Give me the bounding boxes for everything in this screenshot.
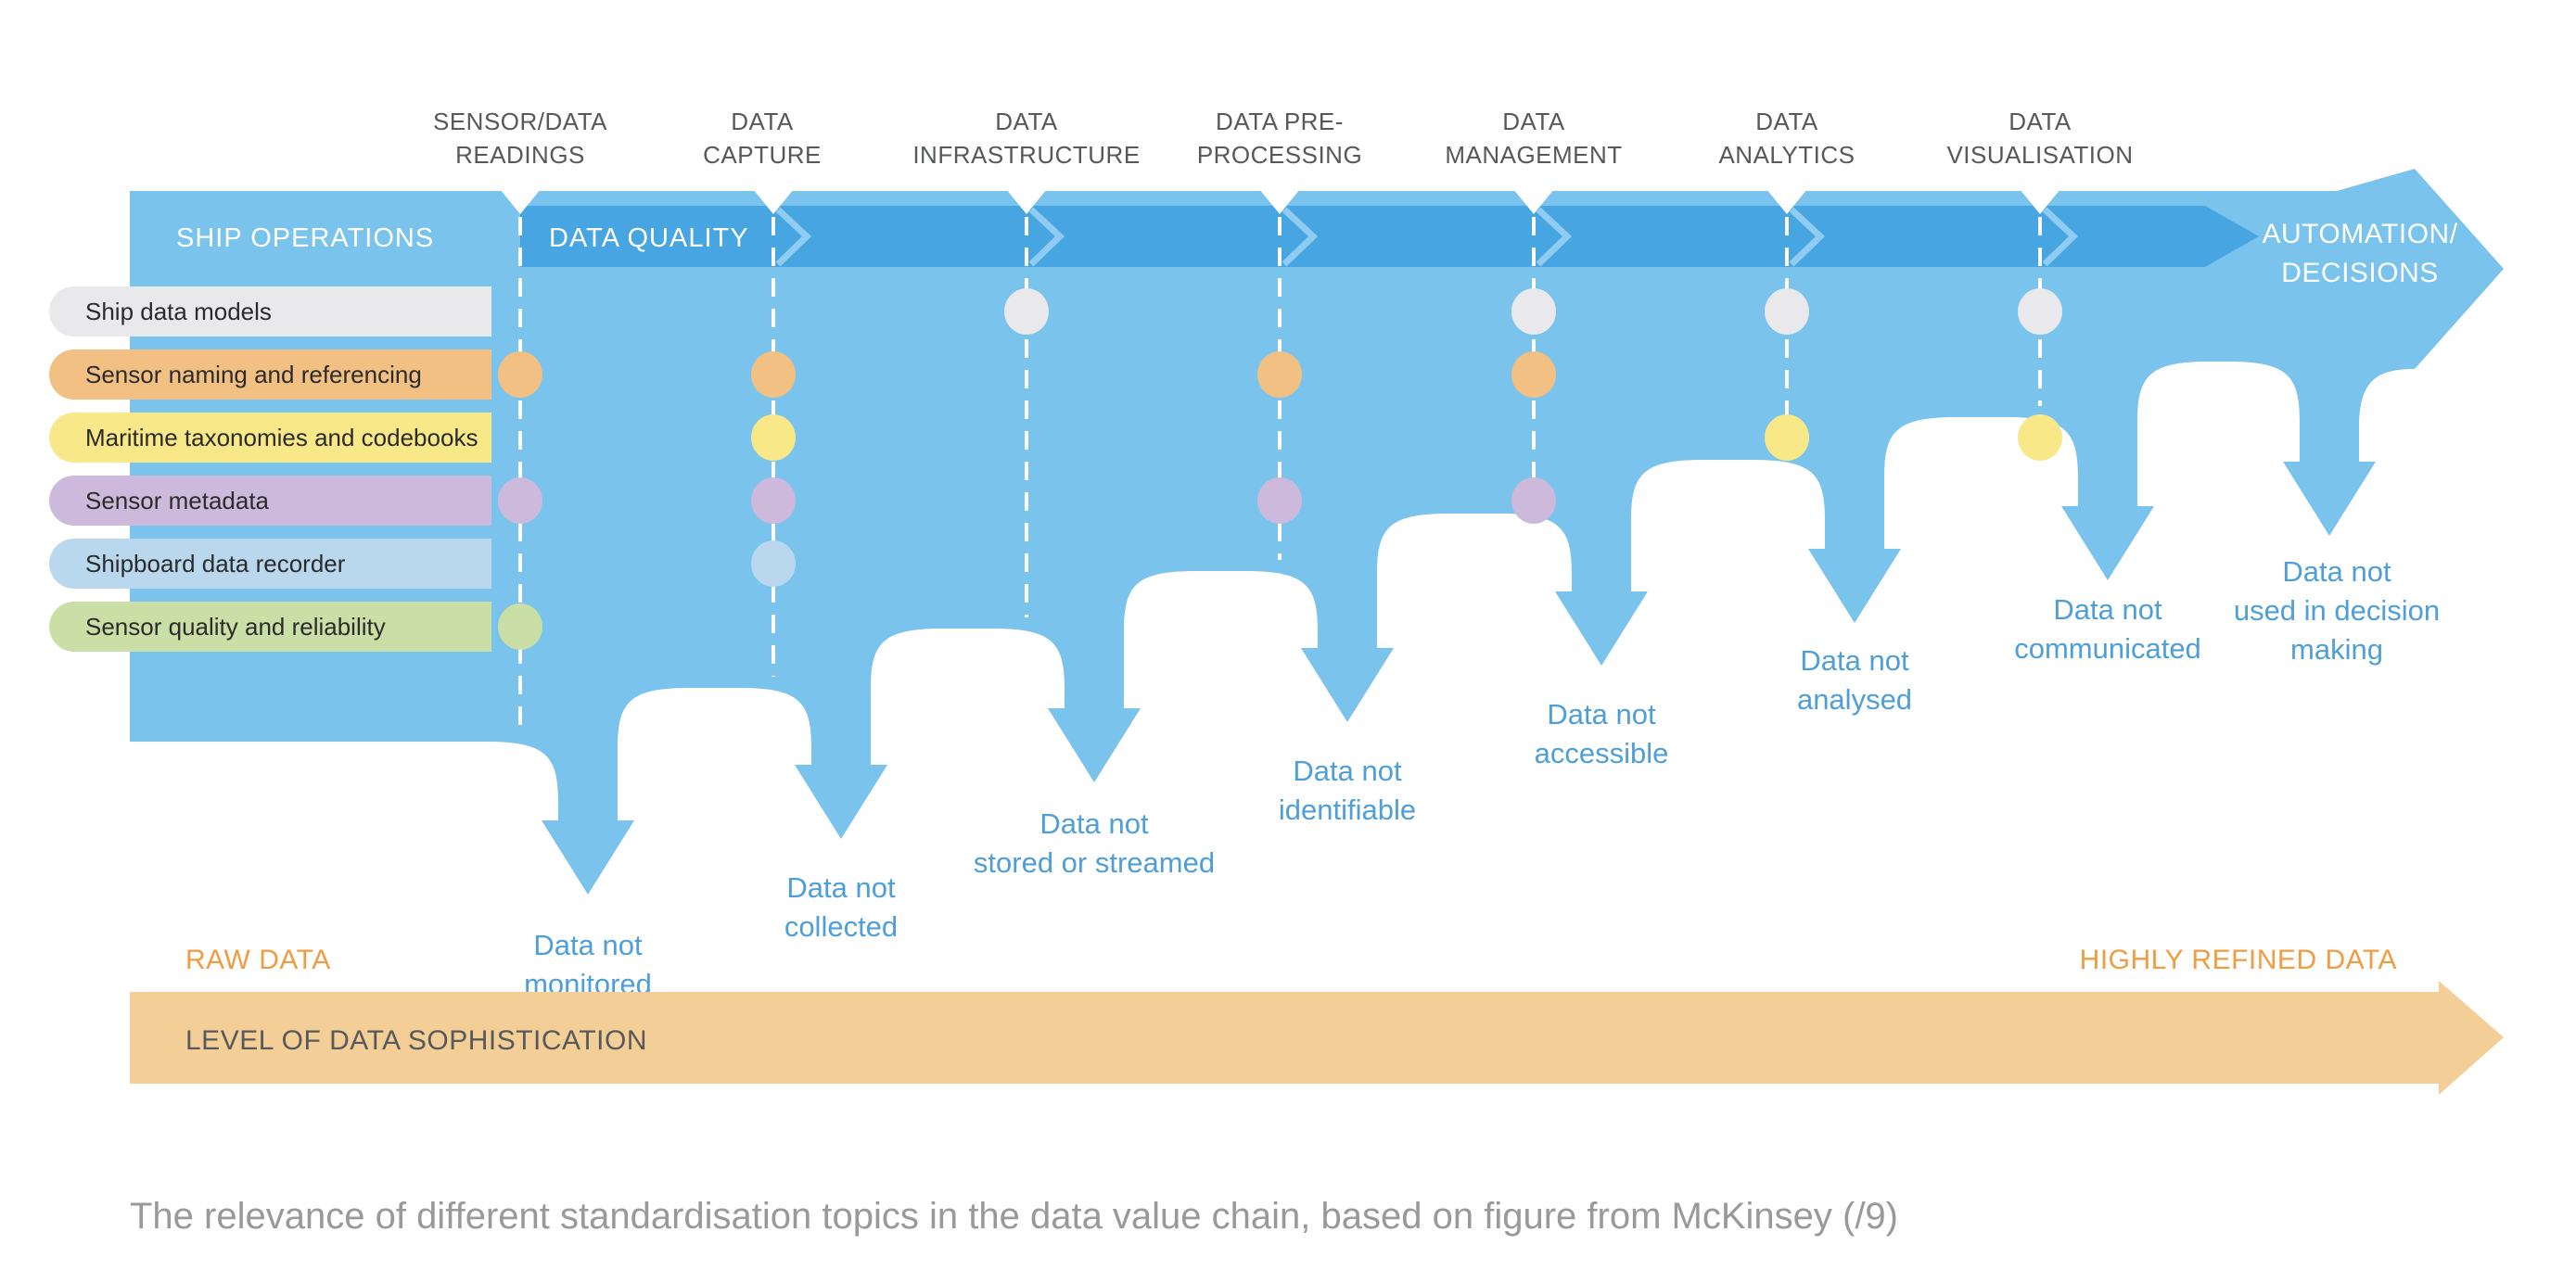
stage-notch: [1006, 189, 1047, 214]
topic-dot-row2-stage1: [498, 351, 542, 398]
topic-dot-row4-stage2: [751, 477, 796, 524]
topic-pill: [49, 476, 491, 526]
loss-label: Data not accessible: [1535, 698, 1669, 769]
stage-header: DATA: [995, 108, 1058, 135]
topic-pill: [49, 349, 491, 400]
stage-header: DATA: [731, 108, 794, 135]
stage-header: DATA: [1502, 108, 1565, 135]
stage-chevron-icon: [1789, 207, 1826, 267]
loss-label: Data not analysed: [1797, 644, 1912, 716]
stage-headers: SENSOR/DATA READINGS DATA CAPTURE DATA I…: [433, 108, 2133, 169]
stage-header: CAPTURE: [703, 141, 822, 169]
stage-header: PROCESSING: [1197, 141, 1362, 169]
stage-header: DATA: [2009, 108, 2072, 135]
topic-pill: [49, 602, 491, 652]
topic-dot-row4-stage5: [1511, 477, 1556, 524]
sophistication-bar-label: LEVEL OF DATA SOPHISTICATION: [185, 1025, 647, 1056]
topic-pill-label: Maritime taxonomies and codebooks: [85, 424, 478, 451]
main-flow-shape: [130, 169, 2504, 895]
topic-pill: [49, 539, 491, 589]
topic-pills: Ship data models Sensor naming and refer…: [49, 286, 491, 652]
automation-label-line1: AUTOMATION/: [2262, 219, 2457, 249]
stage-header: SENSOR/DATA: [433, 108, 607, 135]
topic-dot-row1-stage6: [1765, 288, 1809, 335]
raw-data-label: RAW DATA: [185, 945, 331, 975]
stage-header: INFRASTRUCTURE: [912, 141, 1140, 169]
loss-labels: Data not monitored Data not collected Data…: [524, 555, 2440, 1000]
stage-header: READINGS: [455, 141, 585, 169]
sophistication-axis: RAW DATA HIGHLY REFINED DATA LEVEL OF DA…: [130, 945, 2504, 1095]
stage-chevron-icon: [775, 207, 812, 267]
stage-notch: [500, 189, 541, 214]
stage-header: MANAGEMENT: [1445, 141, 1622, 169]
topic-dot-row3-stage6: [1765, 414, 1809, 461]
topic-dot-row6-stage1: [498, 603, 542, 650]
topic-dot-row2-stage2: [751, 351, 796, 398]
automation-label-line2: DECISIONS: [2281, 258, 2439, 288]
topic-dot-row2-stage4: [1257, 351, 1302, 398]
topic-pill-label: Ship data models: [85, 298, 272, 325]
sophistication-arrow-bar: [130, 981, 2504, 1095]
stage-header: DATA: [1755, 108, 1818, 135]
figure-caption: The relevance of different standardisati…: [130, 1196, 1898, 1237]
topic-pill-label: Sensor naming and referencing: [85, 361, 422, 388]
topic-pill-label: Shipboard data recorder: [85, 550, 346, 578]
loss-label: Data not used in decision making: [2234, 555, 2440, 666]
topic-dots: [498, 288, 2062, 650]
topic-pill-label: Sensor quality and reliability: [85, 613, 386, 641]
topic-dot-row1-stage7: [2018, 288, 2062, 335]
topic-pill: [49, 413, 491, 463]
loss-label: Data not monitored: [524, 929, 652, 1000]
stage-header: ANALYTICS: [1718, 141, 1855, 169]
stage-chevron-icon: [1536, 207, 1573, 267]
topic-dot-row4-stage4: [1257, 477, 1302, 524]
stage-chevron-icon: [2042, 207, 2079, 267]
topic-pill-label: Sensor metadata: [85, 487, 270, 514]
stage-notches: [500, 189, 2060, 214]
stage-chevron-icon: [1028, 207, 1065, 267]
topic-dot-row3-stage2: [751, 414, 796, 461]
stage-notch: [1766, 189, 1807, 214]
stage-chevron-icon: [1282, 207, 1319, 267]
stage-notch: [1259, 189, 1300, 214]
loss-label: Data not communicated: [2014, 593, 2201, 665]
loss-label: Data not identifiable: [1279, 755, 1416, 826]
topic-dot-row5-stage2: [751, 540, 796, 587]
topic-dot-row4-stage1: [498, 477, 542, 524]
stage-header: DATA PRE-: [1216, 108, 1344, 135]
data-quality-label: DATA QUALITY: [549, 223, 749, 253]
loss-label: Data not collected: [784, 871, 898, 943]
stage-notch: [2020, 189, 2060, 214]
topic-pill: [49, 286, 491, 337]
stage-notch: [1513, 189, 1554, 214]
topic-dot-row2-stage5: [1511, 351, 1556, 398]
loss-label: Data not stored or streamed: [974, 807, 1215, 879]
stage-notch: [753, 189, 794, 214]
highly-refined-data-label: HIGHLY REFINED DATA: [2080, 945, 2397, 975]
topic-dot-row3-stage7: [2018, 414, 2062, 461]
topic-dot-row1-stage3: [1004, 288, 1049, 335]
stage-header: VISUALISATION: [1946, 141, 2133, 169]
ship-operations-label: SHIP OPERATIONS: [176, 223, 434, 253]
stage-chevron-separators: [775, 207, 2079, 267]
topic-dot-row1-stage5: [1511, 288, 1556, 335]
data-quality-band: [520, 206, 2259, 267]
